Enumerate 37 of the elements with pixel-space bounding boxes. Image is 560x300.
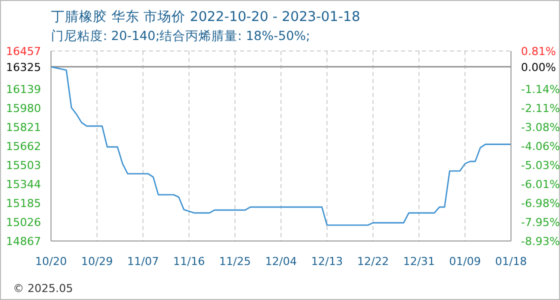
- y-tick-label: 15821: [6, 121, 41, 134]
- y2-tick-label: -3.08%: [521, 120, 560, 134]
- x-tick-label: 11/16: [173, 254, 205, 268]
- x-tick-label: 01/09: [449, 254, 481, 268]
- y-tick-label: 15185: [6, 197, 41, 210]
- x-tick-label: 12/13: [311, 254, 343, 268]
- text: © 2025.05: [13, 282, 73, 295]
- y-tick-label: 16325: [6, 60, 41, 74]
- y-tick-label: 14867: [6, 235, 41, 248]
- y-tick-label: 15344: [6, 178, 41, 191]
- x-tick-label: 10/29: [81, 254, 113, 268]
- x-tick-label: 10/20: [35, 254, 67, 268]
- x-tick-label: 12/04: [265, 254, 297, 268]
- y-tick-label: 15980: [6, 102, 41, 115]
- x-tick-label: 01/18: [495, 254, 527, 268]
- y2-tick-label: -4.06%: [521, 140, 560, 153]
- y-tick-label: 15662: [6, 140, 41, 153]
- y2-tick-label: -6.01%: [521, 178, 560, 192]
- chart-subtitle: 门尼粘度: 20-140;结合丙烯腈量: 18%-50%;: [51, 28, 310, 45]
- y-tick-label: 15026: [6, 216, 41, 229]
- y2-tick-label: -8.93%: [521, 235, 560, 248]
- y-tick-label: 16139: [6, 83, 41, 96]
- line-series: [51, 66, 511, 226]
- chart-title: 丁腈橡胶 华东 市场价 2022-10-20 - 2023-01-18: [51, 8, 360, 26]
- y2-tick-label: -5.03%: [521, 158, 560, 172]
- y2-tick-label: 0.81%: [521, 45, 556, 58]
- y2-tick-label: 0.00%: [521, 60, 556, 74]
- x-tick-label: 12/31: [403, 254, 435, 268]
- x-tick-label: 11/25: [219, 254, 251, 268]
- y2-tick-label: -1.14%: [521, 83, 560, 96]
- x-tick-label: 12/22: [357, 254, 389, 268]
- y-tick-label: 15503: [6, 159, 41, 172]
- y2-tick-label: -2.11%: [521, 102, 560, 115]
- y2-tick-label: -7.95%: [521, 216, 560, 229]
- x-tick-label: 11/07: [127, 254, 159, 268]
- y2-tick-label: -6.98%: [521, 196, 560, 210]
- y-tick-label: 16457: [6, 45, 41, 58]
